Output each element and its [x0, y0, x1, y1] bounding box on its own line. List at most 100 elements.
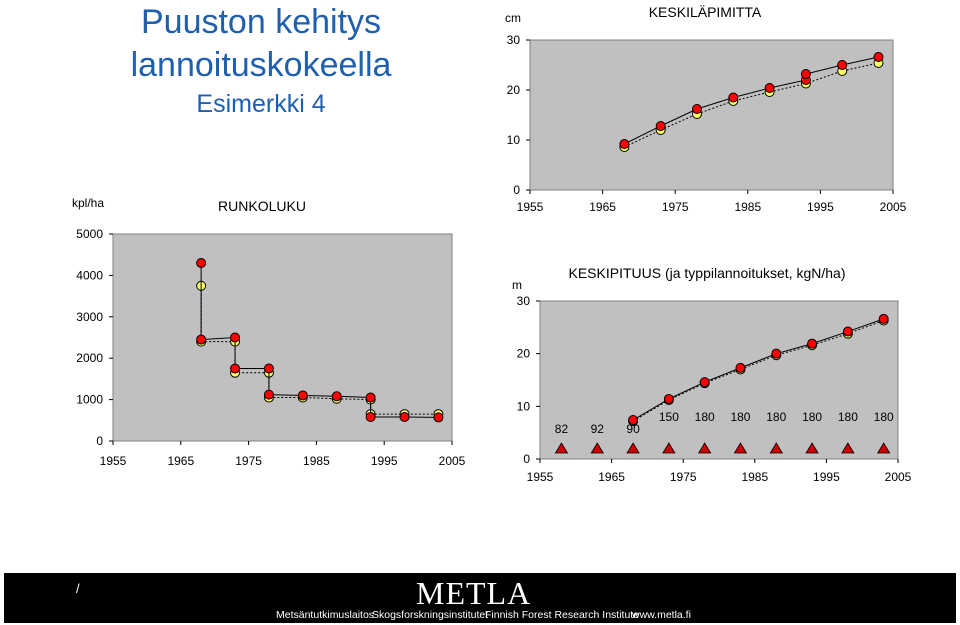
- fertilization-label: 150: [659, 410, 679, 424]
- page-title-line2: lannoituskokeella: [130, 46, 392, 84]
- diameter-series-line-yellow: [624, 62, 879, 148]
- height-plot-area: [539, 300, 899, 460]
- height-point-red: [842, 326, 853, 337]
- stem-count-point-red: [230, 363, 241, 374]
- stem-count-point-red: [263, 363, 274, 374]
- diameter-x-tick-label: 1955: [517, 200, 544, 214]
- height-point-red: [735, 362, 746, 373]
- fertilization-label: 82: [555, 422, 569, 436]
- stem-count-point-red: [433, 412, 444, 423]
- footer-slash: /: [76, 581, 80, 596]
- fertilization-triangle: [697, 442, 712, 454]
- fertilization-triangle: [590, 442, 604, 454]
- stem-count-x-tick-label: 1955: [100, 454, 127, 468]
- footer-bar: / METLA Metsäntutkimuslaitos Skogsforskn…: [4, 573, 956, 623]
- stem-count-x-tick-label: 1985: [303, 454, 330, 468]
- stem-count-series-line-red: [200, 262, 439, 418]
- height-series-line-yellow: [632, 320, 884, 422]
- fertilization-triangle: [876, 442, 891, 454]
- fertilization-triangle: [554, 442, 569, 454]
- fertilization-triangle: [841, 442, 855, 454]
- diameter-x-tick-label: 1995: [807, 200, 834, 214]
- diameter-point-red: [837, 60, 848, 70]
- height-y-tick-label: 20: [517, 347, 531, 361]
- stem-count-y-tick-label: 2000: [76, 351, 103, 365]
- height-point-red: [663, 393, 674, 404]
- stem-count-x-tick-label: 1995: [371, 454, 398, 468]
- fertilization-label: 180: [695, 410, 715, 424]
- page-subtitle: Esimerkki 4: [196, 90, 326, 118]
- fertilization-label: 180: [766, 410, 786, 424]
- height-x-tick-label: 1975: [670, 470, 697, 484]
- footer-org-sv: Skogsforskningsinstitutet: [372, 609, 489, 621]
- stem-count-y-tick-label: 3000: [76, 310, 103, 324]
- stem-count-point-red: [196, 334, 207, 345]
- fertilization-label: 180: [874, 410, 894, 424]
- height-x-tick-label: 1995: [813, 470, 840, 484]
- stem-count-point-red: [365, 392, 376, 403]
- footer-url: www.metla.fi: [632, 609, 691, 621]
- page-title-line1: Puuston kehitys: [140, 3, 382, 41]
- diameter-y-label: cm: [505, 11, 521, 25]
- stem-count-title: RUNKOLUKU: [218, 198, 306, 214]
- stem-count-y-tick-label: 1000: [76, 393, 103, 407]
- fertilization-label: 92: [591, 422, 605, 436]
- stem-count-point-red: [399, 411, 410, 422]
- stem-count-x-tick-label: 1975: [235, 454, 262, 468]
- stem-count-point-red: [230, 332, 241, 343]
- diameter-y-tick-label: 10: [507, 133, 521, 147]
- diameter-plot-area: [529, 39, 894, 191]
- metla-logo: METLA: [416, 575, 532, 611]
- diameter-x-tick-label: 1975: [662, 200, 689, 214]
- diameter-point-red: [655, 121, 666, 131]
- fertilization-triangle: [733, 442, 748, 454]
- fertilization-label: 180: [802, 410, 822, 424]
- fertilization-triangle: [662, 442, 676, 454]
- diameter-y-tick-label: 30: [507, 33, 521, 47]
- height-y-tick-label: 10: [517, 399, 531, 413]
- height-title: KESKIPITUUS (ja typpilannoitukset, kgN/h…: [568, 265, 845, 281]
- title-block: Puuston kehitys lannoituskokeella Esimer…: [96, 2, 426, 120]
- stem-count-point-red: [196, 257, 207, 268]
- height-y-tick-label: 30: [517, 294, 531, 308]
- stem-count-point-red: [331, 391, 342, 402]
- footer-org-fi: Metsäntutkimuslaitos: [276, 609, 375, 621]
- diameter-x-tick-label: 2005: [880, 200, 907, 214]
- stem-count-point-red: [297, 390, 308, 401]
- fertilization-triangle: [805, 442, 819, 454]
- diameter-y-tick-label: 20: [507, 83, 521, 97]
- stem-count-y-tick-label: 5000: [76, 227, 103, 241]
- height-point-red: [699, 377, 710, 388]
- footer-org-en: Finnish Forest Research Institute: [485, 609, 640, 621]
- diameter-y-tick-label: 0: [513, 183, 520, 197]
- height-x-tick-label: 1965: [598, 470, 625, 484]
- stem-count-point-red: [365, 411, 376, 422]
- diameter-point-red: [619, 139, 630, 149]
- fertilization-triangle: [626, 442, 640, 454]
- stem-count-point-red: [263, 389, 274, 400]
- diameter-point-red: [873, 52, 884, 62]
- diameter-x-tick-label: 1965: [589, 200, 616, 214]
- fertilization-label: 180: [730, 410, 750, 424]
- diameter-point-red: [764, 83, 775, 93]
- height-x-tick-label: 1985: [741, 470, 768, 484]
- height-point-red: [878, 313, 889, 324]
- stem-count-y-label: kpl/ha: [72, 196, 104, 210]
- stem-count-y-tick-label: 0: [96, 434, 103, 448]
- diameter-title: KESKILÄPIMITTA: [649, 4, 762, 20]
- height-x-tick-label: 1955: [527, 470, 554, 484]
- height-y-tick-label: 0: [523, 452, 530, 466]
- fertilization-label: 180: [838, 410, 858, 424]
- height-x-tick-label: 2005: [885, 470, 912, 484]
- height-series-line-red: [632, 318, 884, 421]
- stem-count-x-tick-label: 1965: [167, 454, 194, 468]
- stem-count-x-tick-label: 2005: [439, 454, 466, 468]
- height-point-red: [771, 348, 782, 359]
- diameter-x-tick-label: 1985: [734, 200, 761, 214]
- diameter-point-red: [728, 92, 739, 103]
- stem-count-plot-area: [112, 233, 453, 442]
- height-point-red: [807, 338, 818, 349]
- stem-count-y-tick-label: 4000: [76, 268, 103, 282]
- fertilization-label: 90: [626, 422, 640, 436]
